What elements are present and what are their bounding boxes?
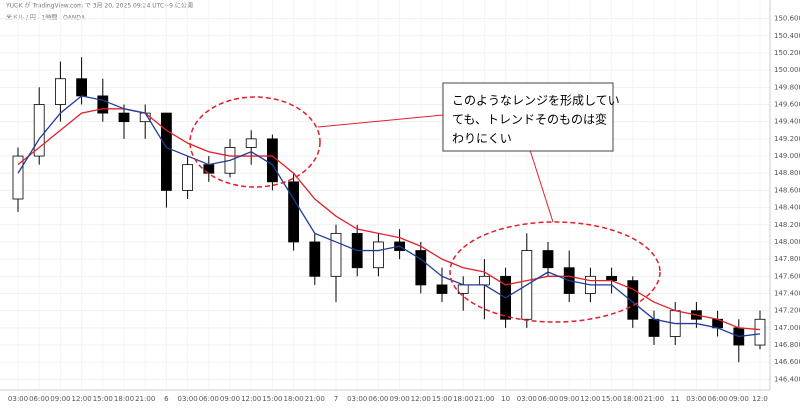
y-tick-label: 149.200 [774,135,800,143]
x-tick-label: 09:00 [729,395,749,403]
x-tick-label: 03:00 [517,395,537,403]
y-tick-label: 150.000 [774,66,800,74]
x-tick-label: 10 [501,395,510,403]
x-tick-label: 06:00 [29,395,49,403]
callout-pointer [529,149,554,223]
x-tick-label: 09:00 [50,395,70,403]
candle-body [182,164,194,191]
x-tick-label: 03:00 [347,395,367,403]
x-tick-label: 06:00 [199,395,219,403]
candle-body [288,181,300,243]
callout-text: このようなレンジを形成してい [452,94,620,108]
candle-body [372,241,384,269]
y-tick-label: 150.200 [774,49,800,57]
candle-body [627,280,639,320]
x-tick-label: 06:00 [368,395,388,403]
y-tick-label: 150.600 [774,15,800,23]
y-tick-label: 147.000 [774,324,800,332]
x-tick-label: 12:00 [411,395,431,403]
plot [0,0,770,390]
x-tick-label: 06:00 [708,395,728,403]
x-tick-label: 21:00 [305,395,325,403]
callout-box [442,82,614,152]
callout-text: わりにくい [452,132,512,146]
x-tick-label: 12:00 [72,395,92,403]
x-tick-label: 09:00 [559,395,579,403]
y-tick-label: 149.800 [774,83,800,91]
x-tick-label: 18:00 [453,395,473,403]
y-tick-label: 149.600 [774,101,800,109]
candle-body [436,284,448,294]
y-tick-label: 150.400 [774,32,800,40]
x-tick-label: 21:00 [135,395,155,403]
candle-body [245,138,257,148]
x-tick-label: 03:00 [178,395,198,403]
y-tick-label: 148.600 [774,186,800,194]
x-tick-label: 18:00 [623,395,643,403]
x-tick-label: 12:00 [241,395,261,403]
candle-body [118,112,130,123]
candle-body [648,318,660,337]
x-tick-label: 21:00 [644,395,664,403]
x-tick-label: 15:00 [262,395,282,403]
candle-body [12,155,24,200]
x-tick-label: 12:00 [580,395,600,403]
y-tick-label: 147.400 [774,290,800,298]
y-tick-label: 149.400 [774,118,800,126]
candle-body [139,112,151,123]
candle-body [76,78,87,97]
x-tick-label: 03:00 [8,395,28,403]
y-tick-label: 146.800 [774,341,800,349]
x-tick-label: 12:0 [752,395,768,403]
candle-body [55,78,66,105]
x-tick-label: 11 [671,395,680,403]
y-tick-label: 147.600 [774,272,800,280]
x-tick-label: 6 [164,395,169,403]
x-tick-label: 7 [334,395,338,403]
y-tick-label: 148.200 [774,221,800,229]
x-tick-label: 09:00 [220,395,240,403]
x-tick-label: 15:00 [93,395,113,403]
y-tick-label: 148.400 [774,204,800,212]
x-tick-label: 21:00 [474,395,494,403]
candle-body [415,250,427,286]
candle-body [160,112,172,191]
callout-text: ても、トレンドそのものは変 [452,112,607,127]
candle-body [542,250,554,269]
x-tick-label: 03:00 [686,395,706,403]
y-tick-label: 146.600 [774,358,800,366]
moving-average [17,95,761,338]
y-tick-label: 146.400 [774,375,800,383]
candle-body [330,232,342,277]
y-tick-label: 148.800 [774,169,800,177]
range-highlight [449,221,661,323]
candle-body [754,318,766,346]
candle-body [97,95,109,114]
candle-body [309,241,321,277]
y-tick-label: 147.200 [774,307,800,315]
x-tick-label: 15:00 [432,395,452,403]
y-tick-label: 149.000 [774,152,800,160]
x-tick-label: 18:00 [284,395,304,403]
x-tick-label: 18:00 [114,395,134,403]
x-tick-label: 15:00 [602,395,622,403]
x-tick-label: 06:00 [538,395,558,403]
header: YUGK が TradingView.com で 3月 20, 2025 09:… [5,2,193,10]
symbol-info: 米ドル / 円 · 1時間 · OANDA [6,14,86,22]
y-tick-label: 147.800 [774,255,800,263]
candle-body [478,275,490,286]
range-highlight [189,96,321,188]
candle-body [33,104,45,157]
candle-body [266,138,278,183]
x-tick-label: 09:00 [390,395,410,403]
callout-pointer [317,114,444,128]
y-tick-label: 148.000 [774,238,800,246]
